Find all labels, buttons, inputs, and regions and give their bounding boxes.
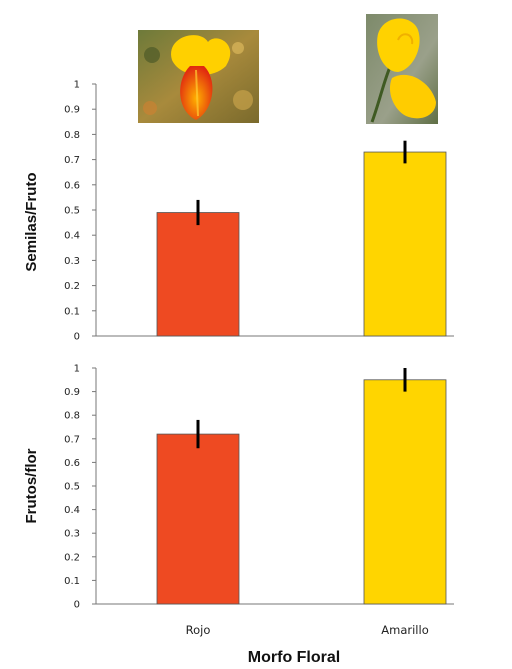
bar-amarillo <box>363 151 447 337</box>
y-tick-label: 0.1 <box>64 576 80 587</box>
bars-top <box>156 140 447 337</box>
y-tick-label: 0.2 <box>64 281 80 292</box>
y-ticks-top: 0 0.1 0.2 0.3 0.4 0.5 0.6 0.7 0.8 0.9 1 <box>64 80 96 343</box>
y-tick-label: 0.6 <box>64 458 80 469</box>
y-tick-label: 0.8 <box>64 411 80 422</box>
y-tick-label: 0.5 <box>64 482 80 493</box>
y-axis-label: Frutos/flor <box>23 448 40 523</box>
panel-top: 0 0.1 0.2 0.3 0.4 0.5 0.6 0.7 0.8 0.9 1 Semilas/Fr… <box>23 14 454 343</box>
yellow-flower-photo <box>366 14 438 124</box>
y-tick-label: 0.1 <box>64 306 80 317</box>
y-tick-label: 0.5 <box>64 206 80 217</box>
y-tick-label: 0 <box>74 600 80 611</box>
y-tick-label: 0.8 <box>64 130 80 141</box>
red-flower-photo <box>138 30 259 123</box>
y-tick-label: 1 <box>74 364 80 375</box>
y-tick-label: 0.4 <box>64 231 80 242</box>
y-axis-bottom: 0 0.1 0.2 0.3 0.4 0.5 0.6 0.7 0.8 0.9 1 <box>64 364 97 611</box>
x-axis-label: Morfo Floral <box>248 649 340 666</box>
panel-bottom: 0 0.1 0.2 0.3 0.4 0.5 0.6 0.7 0.8 0.9 1 Rojo Amaril… <box>23 364 454 666</box>
y-tick-label: 0.3 <box>64 529 80 540</box>
y-tick-label: 0.4 <box>64 505 80 516</box>
y-tick-label: 0.7 <box>64 434 80 445</box>
bar-rojo <box>156 433 240 605</box>
x-categories: Rojo Amarillo <box>186 623 429 637</box>
bar-amarillo <box>363 379 447 605</box>
x-category-label: Rojo <box>186 623 211 637</box>
y-tick-label: 0.6 <box>64 180 80 191</box>
y-tick-label: 0.9 <box>64 105 80 116</box>
x-category-label: Amarillo <box>381 623 428 637</box>
y-tick-label: 0.3 <box>64 256 80 267</box>
y-tick-label: 0.9 <box>64 387 80 398</box>
bar-rojo <box>156 212 240 337</box>
y-tick-label: 0 <box>74 332 80 343</box>
y-axis-label: Semilas/Fruto <box>23 172 40 271</box>
y-tick-label: 0.7 <box>64 155 80 166</box>
y-tick-label: 1 <box>74 80 80 91</box>
y-axis-top: 0 0.1 0.2 0.3 0.4 0.5 0.6 0.7 0.8 0.9 1 <box>64 80 97 343</box>
y-tick-label: 0.2 <box>64 552 80 563</box>
bars-bottom <box>156 368 447 605</box>
y-ticks-bottom: 0 0.1 0.2 0.3 0.4 0.5 0.6 0.7 0.8 0.9 1 <box>64 364 96 611</box>
